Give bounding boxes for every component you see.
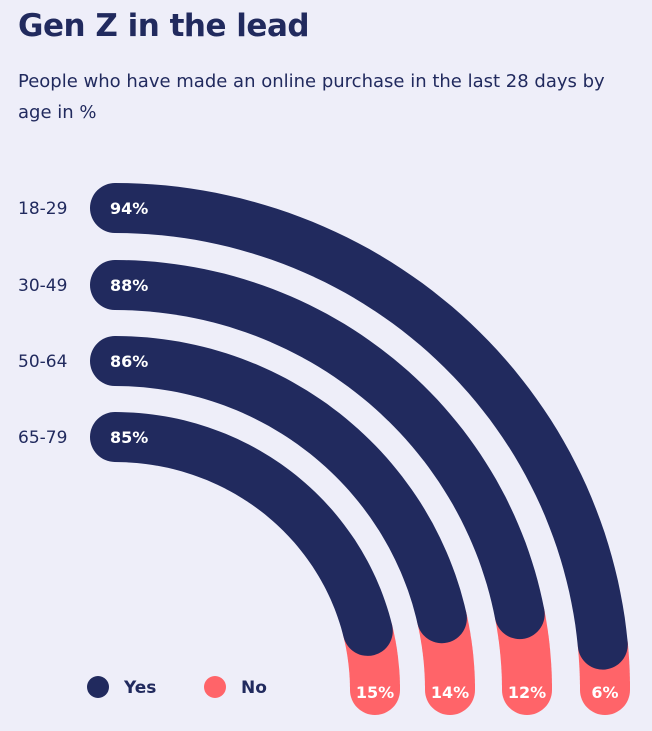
legend-no-swatch [204,676,226,698]
legend: Yes No [87,676,267,698]
category-label: 50-64 [18,352,67,372]
yes-value-label: 94% [110,199,148,218]
category-label: 18-29 [18,199,67,219]
no-value-label: 15% [356,683,394,702]
no-value-label: 6% [591,683,618,702]
bar-yes-65-79 [90,412,393,656]
yes-value-label: 88% [110,276,148,295]
chart-subtitle: People who have made an online purchase … [18,71,605,123]
category-label: 30-49 [18,276,67,296]
yes-value-label: 86% [110,352,148,371]
category-label: 65-79 [18,428,67,448]
bar-yes-50-64 [90,336,467,644]
bar-yes-18-29 [90,183,628,670]
legend-yes-label: Yes [123,678,156,698]
bar-yes-30-49 [90,260,545,640]
no-value-label: 14% [431,683,469,702]
no-value-label: 12% [508,683,546,702]
legend-no-label: No [241,678,267,698]
chart-title: Gen Z in the lead [18,8,310,44]
yes-value-label: 85% [110,428,148,447]
legend-yes-swatch [87,676,109,698]
